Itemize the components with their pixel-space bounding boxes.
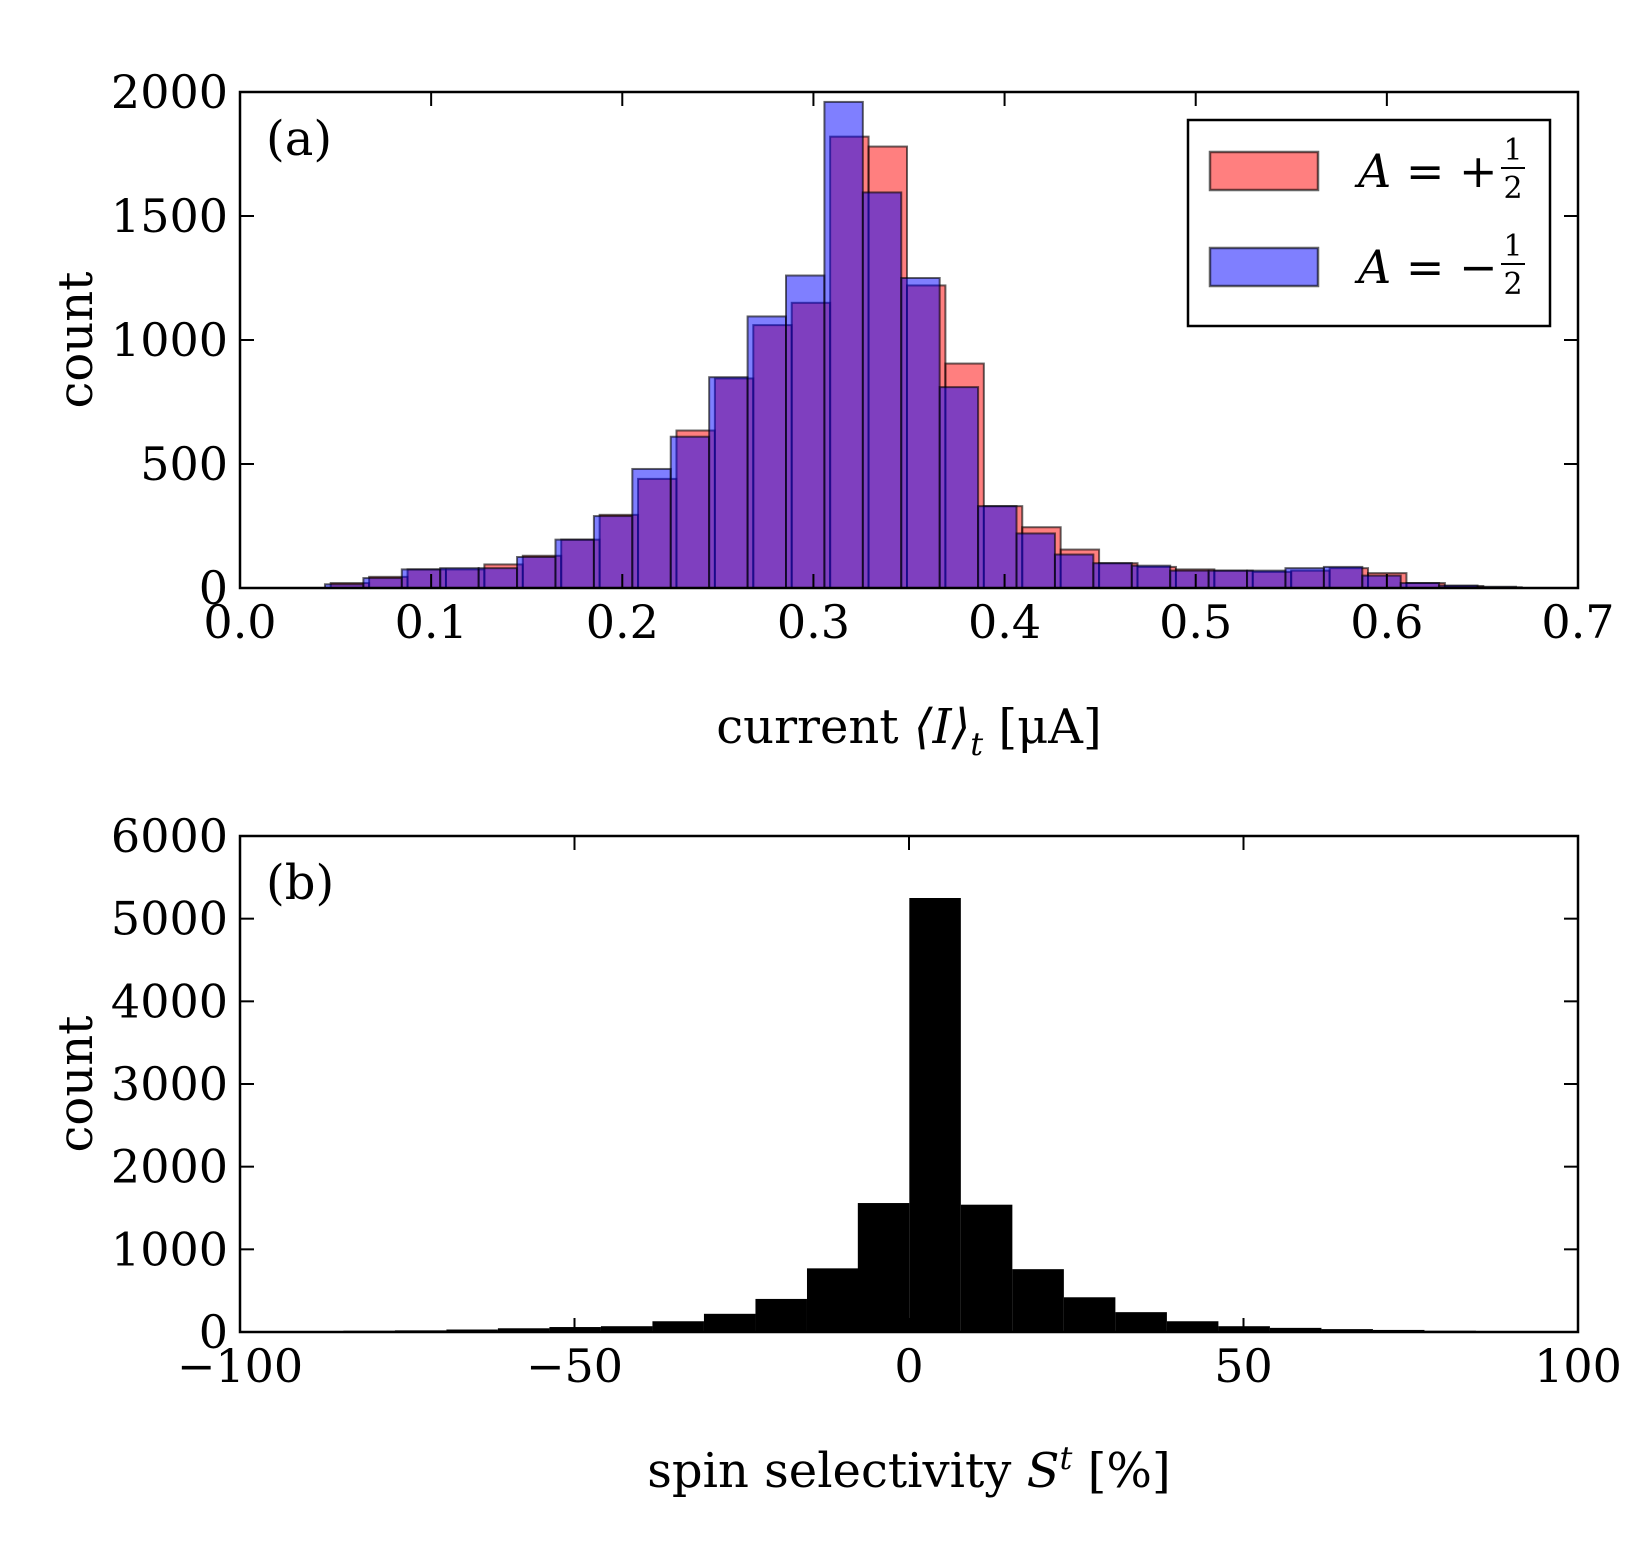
- panel-a-legend: A = + 1 2 A = − 1 2: [1186, 118, 1552, 328]
- panel-a-bar-s1-17: [977, 505, 1018, 589]
- legend-label-a-minus: A = −: [1354, 240, 1498, 294]
- panel-a-bar-s1-26: [1322, 565, 1364, 589]
- panel-a-bar-s1-2: [400, 568, 442, 590]
- panel-b-xtick-label-1: −50: [526, 1339, 623, 1393]
- legend-frac-num-a-minus: 1: [1503, 229, 1522, 264]
- legend-item-a-minus: A = − 1 2: [1208, 229, 1525, 302]
- panel-b-ytick-label-2: 2000: [111, 1140, 228, 1194]
- panel-b-bar-s0-10: [755, 1298, 807, 1332]
- panel-a-xtick-label-1: 0.1: [395, 595, 468, 649]
- panel-a-ylabel: count: [48, 272, 104, 409]
- panel-a-xtick-label-5: 0.5: [1159, 595, 1232, 649]
- panel-a-bar-s1-5: [516, 556, 557, 589]
- panel-a-bar-s1-20: [1092, 562, 1133, 590]
- legend-item-a-plus: A = + 1 2: [1208, 133, 1525, 206]
- panel-a-bar-s1-24: [1246, 569, 1287, 590]
- panel-a-label: (a): [266, 111, 332, 167]
- panel-b-bar-s0-5: [497, 1328, 550, 1332]
- panel-a-bar-s1-22: [1169, 569, 1210, 590]
- panel-b-xtick-label-3: 50: [1214, 1339, 1273, 1393]
- panel-b-bar-s0-15: [1012, 1269, 1064, 1332]
- panel-a-xtick-label-7: 0.7: [1541, 595, 1614, 649]
- panel-a-bar-s1-11: [746, 315, 788, 589]
- legend-swatch-a-minus: [1208, 246, 1320, 288]
- panel-a: 0.0 0.1 0.2 0.3 0.4 0.5 0.6 0.7 0 500 1000 1500 2000…: [48, 65, 1615, 763]
- panel-b-bar-s0-20: [1269, 1327, 1322, 1332]
- panel-a-xtick-label-3: 0.3: [777, 595, 850, 649]
- panel-a-bar-s1-8: [631, 467, 672, 589]
- panel-b-bar-s0-17: [1115, 1312, 1167, 1332]
- panel-b-bar-s0-14: [960, 1204, 1013, 1332]
- panel-b-label: (b): [266, 855, 334, 911]
- panel-a-bar-s1-16: [938, 386, 980, 589]
- panel-b-ytick-label-1: 1000: [111, 1222, 228, 1276]
- panel-b-bar-s0-8: [652, 1321, 704, 1332]
- panel-a-ytick-label-4: 2000: [111, 65, 228, 119]
- legend-frac-num-a-plus: 1: [1503, 133, 1522, 168]
- panel-a-xtick-label-0: 0.0: [203, 595, 276, 649]
- panel-b-frame: [238, 834, 1580, 1334]
- panel-b-ytick-label-4: 4000: [111, 974, 228, 1028]
- panel-b-xtick-label-4: 100: [1534, 1339, 1622, 1393]
- panel-b-xlabel: spin selectivity St [%]: [647, 1439, 1170, 1499]
- panel-a-bar-s1-14: [861, 191, 903, 589]
- panel-b-bar-s0-13: [909, 898, 961, 1332]
- panel-a-bars: [323, 100, 1523, 590]
- panel-b-bar-s0-21: [1321, 1329, 1373, 1332]
- panel-b-bars: [240, 898, 1579, 1332]
- panel-a-bar-s1-21: [1130, 564, 1172, 589]
- panel-b-ytick-label-6: 6000: [111, 809, 228, 863]
- panel-a-frame: [238, 90, 1580, 590]
- panel-a-xtick-label-2: 0.2: [586, 595, 659, 649]
- legend-frac-den-a-plus: 2: [1503, 171, 1522, 206]
- panel-a-bar-s1-7: [592, 515, 634, 590]
- panel-b-xtick-label-0: −100: [177, 1339, 303, 1393]
- panel-a-bar-s1-10: [708, 376, 749, 590]
- panel-a-bar-s1-25: [1284, 567, 1325, 589]
- panel-a-bar-s1-6: [554, 538, 595, 590]
- panel-a-xtick-label-4: 0.4: [968, 595, 1041, 649]
- panel-b-bar-s0-9: [703, 1313, 756, 1332]
- panel-a-ytick-label-0: 0: [199, 561, 228, 615]
- legend-swatch-a-plus: [1208, 150, 1320, 192]
- panel-b-ytick-label-0: 0: [199, 1305, 228, 1359]
- panel-a-bar-s1-1: [362, 577, 403, 590]
- panel-a-bar-s1-19: [1053, 553, 1095, 590]
- panel-a-bar-s1-13: [823, 100, 864, 589]
- panel-b-xtick-label-2: 0: [894, 1339, 923, 1393]
- panel-a-bar-s1-9: [669, 435, 711, 589]
- panel-a-xtick-label-6: 0.6: [1350, 595, 1423, 649]
- panel-a-bar-s1-15: [900, 277, 941, 589]
- panel-b-bar-s0-7: [600, 1326, 653, 1332]
- panel-a-ytick-label-3: 1500: [111, 189, 228, 243]
- panel-a-xlabel: current ⟨I⟩t [μA]: [716, 699, 1101, 763]
- panel-b-ytick-label-5: 5000: [111, 892, 228, 946]
- legend-label-a-plus: A = +: [1354, 144, 1498, 198]
- panel-a-ytick-label-2: 1000: [111, 313, 228, 367]
- panel-a-bar-s1-12: [785, 274, 826, 589]
- panel-b-bar-s0-11: [806, 1268, 859, 1332]
- panel-b-bar-s0-18: [1166, 1321, 1219, 1332]
- panel-a-ytick-label-1: 500: [140, 437, 228, 491]
- panel-b-ylabel: count: [48, 1016, 104, 1153]
- panel-b-ytick-label-3: 3000: [111, 1057, 228, 1111]
- panel-b-bar-s0-12: [857, 1203, 910, 1332]
- panel-a-bar-s1-4: [477, 567, 519, 589]
- panel-a-bar-s1-18: [1015, 532, 1056, 590]
- panel-a-bar-s1-23: [1207, 569, 1249, 590]
- panel-a-bar-s1-3: [439, 567, 480, 589]
- panel-a-bar-s1-27: [1361, 574, 1402, 589]
- panel-b-bar-s0-16: [1063, 1297, 1116, 1332]
- legend-frac-den-a-minus: 2: [1503, 267, 1522, 302]
